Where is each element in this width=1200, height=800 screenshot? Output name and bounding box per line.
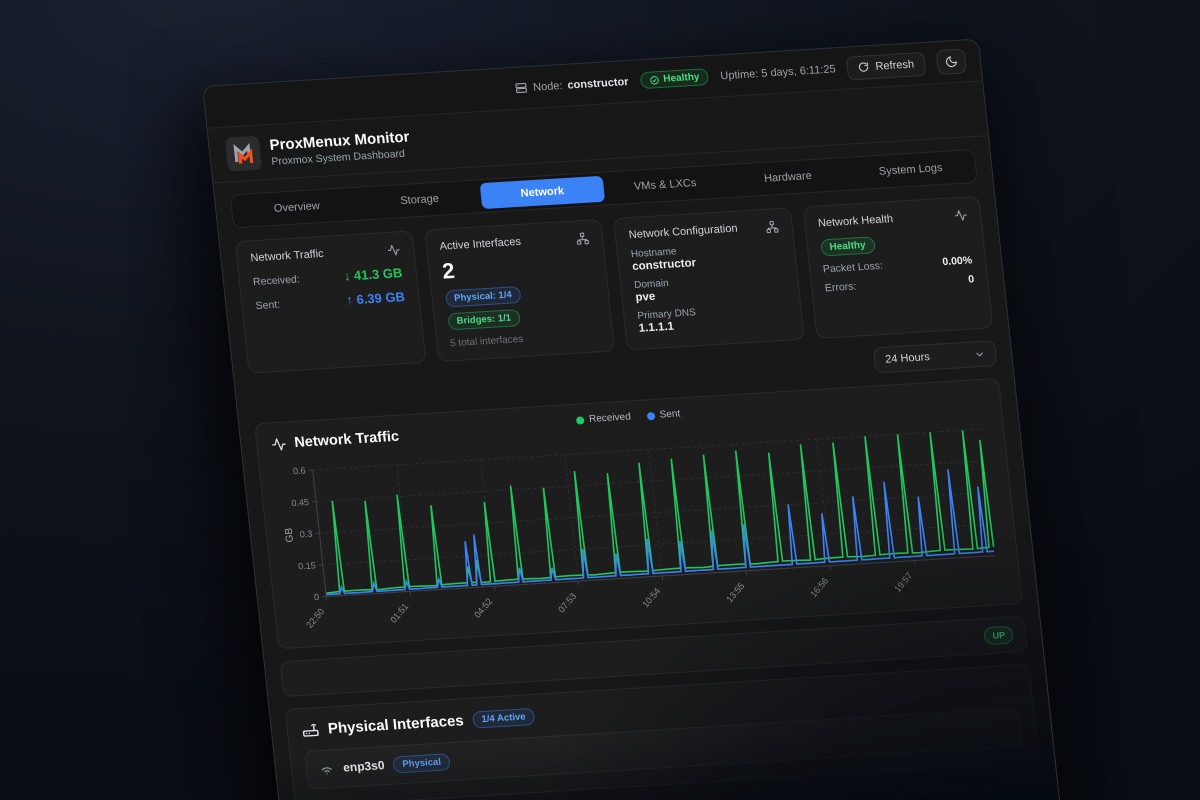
- traffic-chart-svg: 0 0.15 0.3 0.45 0.6 22:50 01:51 04:52 07:53 10:54…: [283, 428, 995, 630]
- svg-text:0.6: 0.6: [293, 466, 307, 477]
- node-label: Node:: [532, 79, 564, 94]
- interface-name: enp3s0: [342, 758, 386, 775]
- node-value: constructor: [566, 75, 630, 92]
- svg-text:22:50: 22:50: [304, 606, 326, 630]
- check-circle-icon: [650, 75, 659, 85]
- network-tree-icon: [765, 220, 779, 234]
- traffic-chart: 0 0.15 0.3 0.45 0.6 22:50 01:51 04:52 07:53 10:54…: [273, 417, 1007, 639]
- network-configuration-card: Network Configuration Hostname construct…: [612, 207, 805, 351]
- svg-text:0: 0: [314, 592, 320, 602]
- sent-value: ↑ 6.39 GB: [345, 289, 406, 308]
- router-icon: [302, 723, 319, 737]
- proxmenux-logo: [224, 135, 263, 172]
- svg-text:19:57: 19:57: [892, 571, 914, 595]
- chevron-down-icon: [976, 351, 983, 356]
- svg-text:16:56: 16:56: [808, 576, 830, 600]
- uptime-text: Uptime: 5 days, 6:11:25: [719, 62, 837, 82]
- main-content: Overview Storage Network VMs & LXCs Hard…: [213, 136, 1056, 800]
- node-indicator: Node: constructor: [514, 75, 629, 95]
- network-icon: [576, 232, 589, 245]
- stat-cards-row: Network Traffic Received: ↓ 41.3 GB Sent…: [234, 195, 994, 374]
- svg-text:0.45: 0.45: [291, 497, 310, 508]
- svg-text:0.15: 0.15: [298, 560, 317, 571]
- errors-label: Errors:: [824, 280, 857, 295]
- tab-overview[interactable]: Overview: [234, 191, 360, 224]
- wifi-icon: [321, 766, 332, 774]
- network-traffic-card: Network Traffic Received: ↓ 41.3 GB Sent…: [234, 230, 426, 374]
- packet-loss-value: 0.00%: [941, 254, 973, 269]
- bridges-count-badge: Bridges: 1/1: [446, 309, 521, 331]
- up-status-badge: UP: [983, 625, 1015, 645]
- packet-loss-label: Packet Loss:: [822, 259, 884, 276]
- refresh-icon: [859, 62, 869, 72]
- received-value: ↓ 41.3 GB: [343, 265, 404, 284]
- card-title: Network Traffic: [249, 247, 325, 265]
- interface-row-enp3s0[interactable]: enp3s0 Physical: [304, 706, 1023, 790]
- activity-icon: [387, 244, 400, 256]
- active-count-badge: 1/4 Active: [471, 707, 536, 729]
- logo-m-icon: [233, 143, 254, 164]
- dashboard-window: Node: constructor Healthy Uptime: 5 days…: [202, 38, 1063, 800]
- top-bar: Node: constructor Healthy Uptime: 5 days…: [203, 39, 983, 129]
- svg-text:01:51: 01:51: [388, 601, 410, 625]
- card-title: Active Interfaces: [439, 235, 522, 253]
- activity-icon: [272, 437, 286, 451]
- health-status-badge: Healthy: [819, 236, 876, 257]
- time-range-value: 24 Hours: [884, 351, 931, 366]
- tab-storage[interactable]: Storage: [357, 183, 483, 216]
- header-titles: ProxMenux Monitor Proxmox System Dashboa…: [269, 128, 412, 167]
- errors-value: 0: [967, 273, 975, 286]
- interface-type-badge: Physical: [392, 752, 451, 774]
- card-title: Network Configuration: [628, 222, 739, 242]
- refresh-button[interactable]: Refresh: [846, 51, 927, 81]
- tab-hardware[interactable]: Hardware: [725, 161, 851, 194]
- tab-vms-lxcs[interactable]: VMs & LXCs: [602, 168, 728, 201]
- active-interfaces-card: Active Interfaces 2 Physical: 1/4 Bridge…: [423, 218, 616, 363]
- time-range-select[interactable]: 24 Hours: [872, 340, 998, 374]
- card-title: Network Health: [817, 213, 894, 230]
- moon-icon: [946, 56, 957, 68]
- total-interfaces-text: 5 total interfaces: [449, 333, 524, 350]
- health-badge: Healthy: [639, 68, 710, 90]
- received-label: Received:: [252, 272, 301, 288]
- legend-sent: Sent: [646, 408, 681, 421]
- sent-label: Sent:: [254, 298, 281, 312]
- received-dot-icon: [575, 415, 585, 425]
- tab-system-logs[interactable]: System Logs: [848, 153, 974, 186]
- physical-interfaces-title: Physical Interfaces: [327, 711, 465, 737]
- active-interfaces-count: 2: [440, 257, 456, 284]
- server-icon: [515, 82, 528, 94]
- network-health-card: Network Health Healthy Packet Loss: 0.00…: [802, 195, 994, 339]
- svg-text:GB: GB: [283, 527, 296, 542]
- physical-interfaces-card: Physical Interfaces 1/4 Active enp3s0 Ph…: [284, 663, 1040, 800]
- activity-icon: [954, 210, 967, 221]
- app-header: ProxMenux Monitor Proxmox System Dashboa…: [207, 81, 988, 184]
- svg-text:07:53: 07:53: [556, 591, 578, 615]
- svg-text:0.3: 0.3: [299, 529, 313, 540]
- theme-toggle-button[interactable]: [935, 48, 968, 76]
- sent-dot-icon: [646, 411, 656, 420]
- svg-text:13:55: 13:55: [724, 581, 746, 605]
- network-traffic-chart-card: Received Sent Network Traffic 0 0.15 0.3 0.…: [254, 377, 1023, 649]
- physical-count-badge: Physical: 1/4: [444, 285, 522, 308]
- svg-text:10:54: 10:54: [640, 586, 662, 610]
- chart-title: Network Traffic: [293, 428, 400, 451]
- tab-network[interactable]: Network: [479, 175, 606, 210]
- svg-text:04:52: 04:52: [472, 596, 494, 620]
